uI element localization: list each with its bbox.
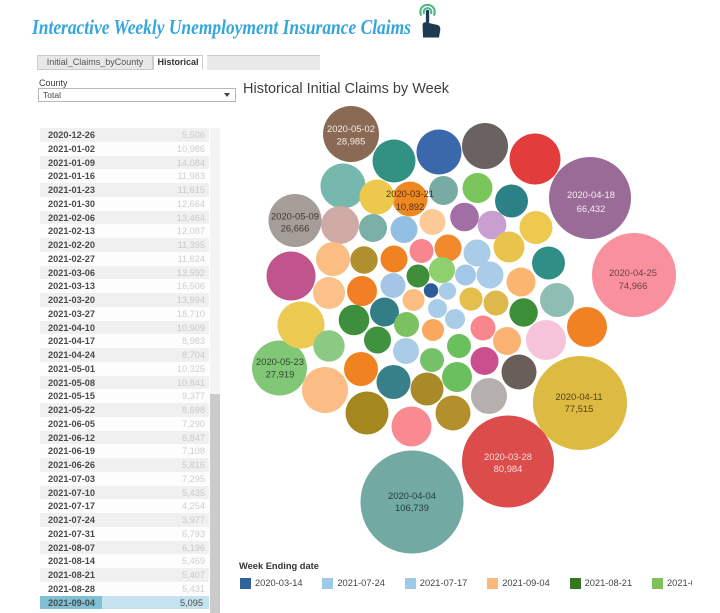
svg-text:66,432: 66,432 [577,203,606,214]
svg-text:2020-03-28: 2020-03-28 [484,451,532,462]
svg-text:2020-05-23: 2020-05-23 [256,356,304,367]
svg-text:10,892: 10,892 [396,201,425,212]
svg-text:27,919: 27,919 [266,369,295,380]
svg-text:28,985: 28,985 [337,136,366,147]
svg-text:2020-04-25: 2020-04-25 [609,267,657,278]
svg-text:2020-04-04: 2020-04-04 [388,490,436,501]
svg-text:26,666: 26,666 [281,223,310,234]
svg-text:77,515: 77,515 [565,403,594,414]
svg-text:2020-03-21: 2020-03-21 [386,188,434,199]
svg-text:2020-04-11: 2020-04-11 [555,391,602,402]
svg-text:2020-05-02: 2020-05-02 [327,123,375,134]
svg-text:80,984: 80,984 [494,463,523,474]
svg-text:106,739: 106,739 [395,502,429,513]
svg-text:2020-04-18: 2020-04-18 [567,189,615,200]
svg-text:74,966: 74,966 [619,280,648,291]
svg-text:2020-05-09: 2020-05-09 [271,211,319,222]
